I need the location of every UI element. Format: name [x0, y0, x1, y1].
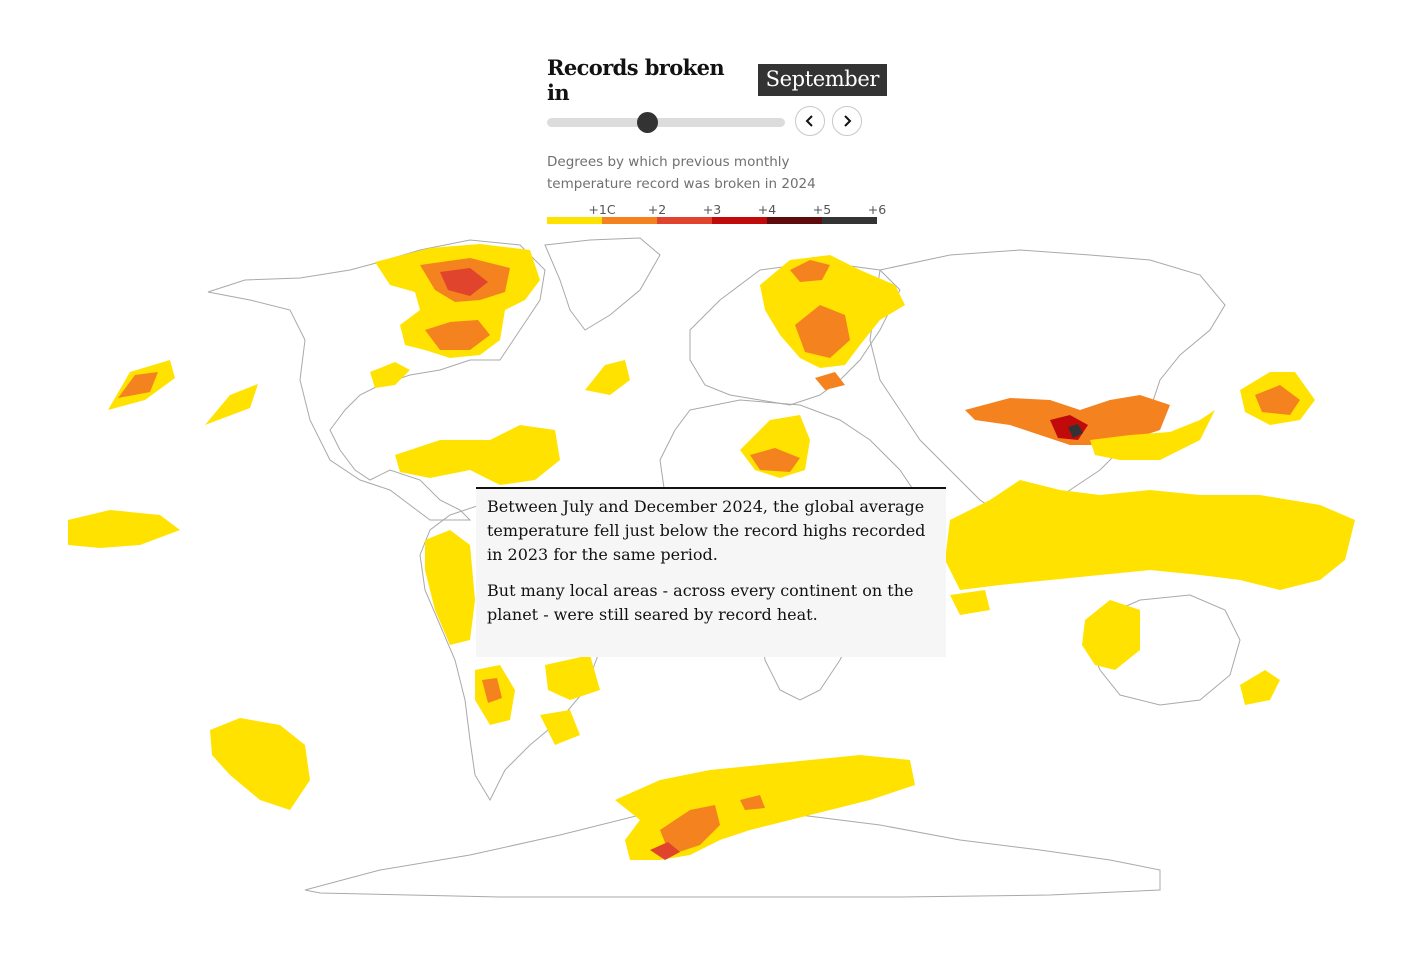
chevron-right-icon: [844, 115, 852, 127]
heat-area-australia-w: [1082, 600, 1140, 670]
heat-area-antarctic-spot: [740, 795, 765, 810]
color-legend: +1C +2 +3 +4 +5 +6: [547, 202, 887, 226]
month-slider-thumb[interactable]: [636, 112, 658, 133]
legend-tick-label: +2: [647, 202, 667, 217]
heat-area-sa-west: [425, 530, 475, 645]
legend-swatch-2: [602, 217, 657, 224]
chart-header: Records broken in September Degrees by w…: [547, 55, 887, 224]
heat-area-sa-south-core: [482, 678, 502, 703]
heat-area-asia-band-outer: [1090, 410, 1215, 460]
heat-area-antarctic-hot: [650, 842, 680, 860]
legend-tick-label: +1C: [588, 202, 616, 217]
legend-swatch-3: [657, 217, 712, 224]
title-row: Records broken in September: [547, 55, 887, 105]
heat-area-southern-ocean: [615, 755, 915, 860]
heat-area-sa-atlantic-2: [540, 710, 580, 745]
legend-tick-label: +5: [812, 202, 832, 217]
antarctica-outline: [304, 809, 1161, 898]
heat-area-scandinavia-n: [790, 260, 830, 282]
heat-area-indian-ocean: [950, 590, 990, 615]
next-month-button[interactable]: [832, 106, 862, 136]
legend-tick-label: +3: [702, 202, 722, 217]
heat-area-tibet-extreme: [1068, 424, 1083, 438]
month-label: September: [757, 64, 887, 96]
greenland-outline: [544, 237, 661, 331]
heat-area-hudson: [425, 320, 490, 350]
heat-area-canada-hot: [440, 268, 488, 296]
north-america-outline: [207, 239, 546, 521]
heat-area-atlantic-n: [585, 360, 630, 395]
month-slider-row: [547, 106, 877, 138]
heat-area-south-pacific: [210, 718, 310, 810]
previous-month-button[interactable]: [795, 106, 825, 136]
heat-area-se-asia: [945, 480, 1355, 590]
asia-outline: [869, 249, 1226, 521]
legend-swatch-4: [712, 217, 767, 224]
heat-area-pacific-ne-core: [118, 372, 158, 398]
legend-tick-label: +6: [867, 202, 887, 217]
heat-area-pacific-2: [205, 384, 258, 425]
heat-area-antarctic-core: [660, 805, 720, 855]
legend-description: Degrees by which previous monthly temper…: [547, 154, 816, 192]
heat-area-australia-se: [1240, 670, 1280, 705]
heat-area-atlantic: [395, 425, 560, 485]
page-title: Records broken in: [547, 55, 725, 105]
annotation-callout: Between July and December 2024, the glob…: [476, 487, 946, 657]
legend-tick-label: +4: [757, 202, 777, 217]
heat-area-north-pacific-asia-core: [1255, 385, 1300, 415]
legend-swatch-5: [767, 217, 822, 224]
heat-area-black-sea: [815, 372, 845, 390]
callout-paragraph-1: Between July and December 2024, the glob…: [487, 497, 926, 564]
legend-swatch-1: [547, 217, 602, 224]
legend-swatch-6: [822, 217, 877, 224]
heat-area-us-north: [370, 362, 410, 388]
chevron-left-icon: [805, 115, 813, 127]
heat-area-pacific-eq: [68, 510, 180, 548]
heat-area-north-africa-core: [750, 448, 800, 472]
month-slider-track[interactable]: [547, 112, 785, 133]
heat-area-sa-atlantic: [545, 655, 600, 700]
heat-anomaly-areas: [68, 244, 1355, 860]
heat-area-russia-core: [795, 305, 850, 358]
callout-paragraph-2: But many local areas - across every cont…: [487, 581, 914, 624]
